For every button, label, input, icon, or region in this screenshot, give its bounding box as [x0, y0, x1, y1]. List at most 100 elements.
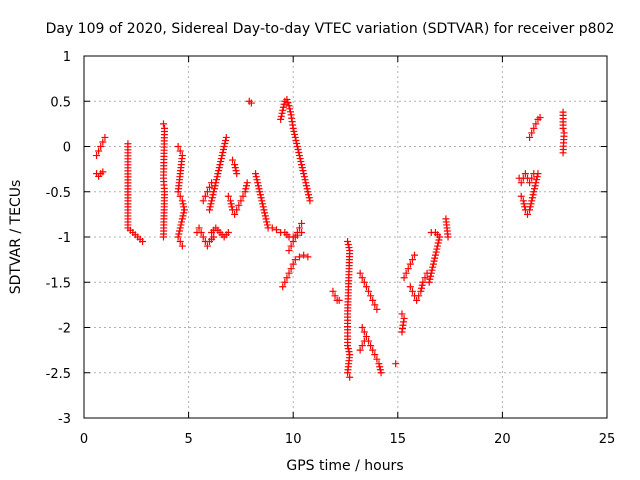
y-tick-label: -1 — [58, 231, 71, 246]
data-point — [216, 161, 224, 169]
data-point — [533, 173, 541, 181]
data-point — [235, 201, 243, 209]
data-point — [373, 305, 381, 313]
data-point — [283, 95, 291, 103]
data-point — [425, 278, 433, 286]
data-point — [377, 369, 385, 377]
data-point — [419, 278, 427, 286]
data-point — [176, 238, 184, 246]
data-point — [365, 287, 373, 295]
data-point — [376, 366, 384, 374]
data-point — [304, 188, 312, 196]
data-point — [402, 269, 410, 277]
data-point — [346, 373, 354, 381]
data-point — [279, 283, 287, 291]
data-point — [291, 133, 299, 141]
data-point — [224, 192, 232, 200]
data-point — [360, 337, 368, 345]
data-point — [533, 176, 541, 184]
data-point — [228, 203, 236, 211]
data-point — [256, 188, 264, 196]
data-point — [286, 105, 294, 113]
data-points — [93, 95, 568, 381]
data-point — [208, 194, 216, 202]
data-point — [215, 164, 223, 172]
y-tick-label: -1.5 — [46, 276, 71, 291]
data-point — [279, 103, 287, 111]
data-point — [218, 152, 226, 160]
data-point — [300, 173, 308, 181]
data-point — [344, 369, 352, 377]
data-point — [209, 191, 217, 199]
data-point — [219, 149, 227, 157]
data-point — [411, 251, 419, 259]
data-point — [291, 130, 299, 138]
data-point — [232, 167, 240, 175]
data-point — [203, 188, 211, 196]
y-tick-label: 0 — [63, 141, 71, 156]
data-point — [530, 124, 538, 132]
data-point — [231, 161, 239, 169]
data-point — [197, 228, 205, 236]
data-point — [345, 244, 353, 252]
data-point — [278, 109, 286, 117]
data-point — [345, 348, 353, 356]
data-point — [432, 248, 440, 256]
data-point — [293, 143, 301, 150]
data-point — [241, 188, 249, 196]
data-point — [277, 112, 285, 120]
data-point — [444, 233, 452, 241]
data-point — [301, 176, 309, 184]
data-point — [253, 176, 261, 184]
data-point — [429, 260, 437, 268]
data-point — [358, 324, 366, 331]
x-tick-label: 5 — [184, 432, 192, 447]
data-point — [237, 197, 245, 205]
x-tick-label: 25 — [599, 432, 616, 447]
data-point — [199, 197, 207, 205]
data-point — [426, 275, 434, 283]
data-point — [520, 200, 528, 208]
data-point — [252, 173, 260, 181]
data-point — [178, 218, 186, 226]
data-point — [261, 209, 269, 217]
data-point — [294, 146, 302, 154]
data-point — [344, 241, 352, 249]
data-point — [206, 183, 214, 191]
x-axis-label: GPS time / hours — [286, 458, 403, 474]
data-point — [252, 170, 260, 178]
data-point — [284, 99, 292, 107]
data-point — [356, 269, 364, 277]
data-point — [369, 296, 377, 304]
data-point — [329, 287, 337, 295]
data-point — [207, 200, 215, 208]
data-point — [356, 346, 364, 354]
data-point — [233, 206, 241, 214]
data-point — [302, 179, 310, 187]
data-point — [222, 136, 230, 144]
data-point — [358, 274, 366, 282]
data-point — [201, 192, 209, 200]
data-point — [212, 176, 220, 184]
data-point — [300, 170, 308, 178]
data-point — [285, 269, 293, 277]
data-point — [371, 351, 379, 359]
data-point — [224, 228, 232, 236]
x-tick-label: 20 — [494, 432, 511, 447]
data-point — [178, 197, 186, 205]
data-point — [529, 191, 537, 199]
data-point — [239, 192, 247, 200]
data-point — [373, 355, 381, 363]
data-point — [376, 363, 384, 371]
data-point — [526, 133, 534, 141]
data-point — [298, 161, 306, 169]
data-point — [296, 155, 304, 163]
data-point — [289, 260, 297, 268]
data-point — [281, 278, 289, 286]
data-point — [408, 256, 416, 264]
data-point — [559, 124, 567, 132]
data-point — [305, 194, 313, 202]
data-point — [306, 197, 314, 205]
data-point — [174, 143, 182, 150]
